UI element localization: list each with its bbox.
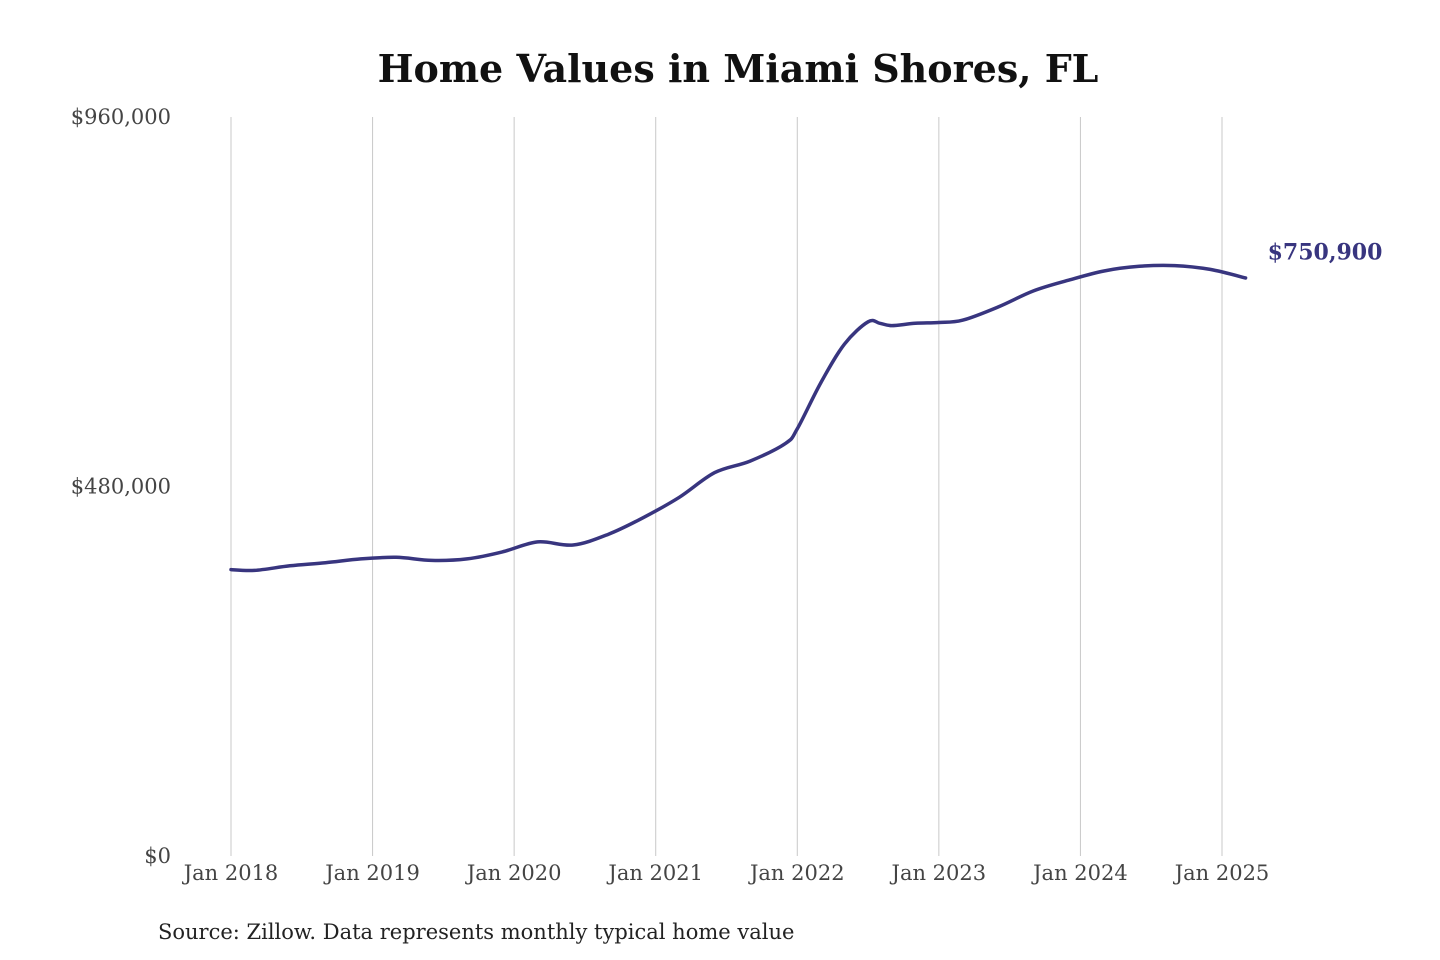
y-tick-label: $960,000 <box>71 105 171 129</box>
x-tick-label: Jan 2025 <box>1173 861 1270 885</box>
x-tick-label: Jan 2023 <box>890 861 987 885</box>
x-axis-ticks: Jan 2018 Jan 2019 Jan 2020 Jan 2021 Jan 2022… <box>182 861 1270 885</box>
y-tick-label: $480,000 <box>71 475 171 499</box>
x-tick-label: Jan 2022 <box>748 861 845 885</box>
home-value-line <box>229 263 1248 573</box>
x-tick-label: Jan 2020 <box>465 861 562 885</box>
x-tick-label: Jan 2024 <box>1031 861 1128 885</box>
last-value-label: $750,900 <box>1268 239 1383 265</box>
x-tick-label: Jan 2021 <box>606 861 703 885</box>
vertical-gridlines <box>230 117 1223 856</box>
x-tick-label: Jan 2019 <box>323 861 420 885</box>
x-tick-label: Jan 2018 <box>182 861 279 885</box>
chart-title: Home Values in Miami Shores, FL <box>378 46 1099 91</box>
y-axis-ticks: $0 $480,000 $960,000 <box>71 105 171 868</box>
y-tick-label: $0 <box>144 844 171 868</box>
series-layer <box>229 263 1248 573</box>
source-note: Source: Zillow. Data represents monthly … <box>158 920 794 944</box>
